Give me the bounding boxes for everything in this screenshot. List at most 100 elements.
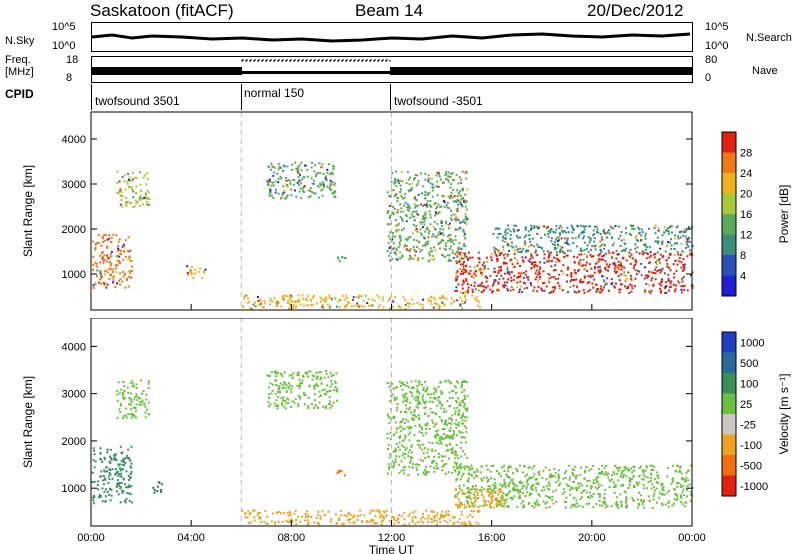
echo-cell <box>675 470 678 473</box>
echo-cell <box>399 203 402 206</box>
echo-cell <box>422 185 425 188</box>
echo-cell <box>428 210 431 213</box>
echo-cell <box>454 252 456 255</box>
echo-cell <box>153 491 156 494</box>
echo-cell <box>566 242 569 245</box>
echo-cell <box>128 185 131 188</box>
echo-cell <box>464 193 467 196</box>
echo-cell <box>455 380 458 383</box>
echo-cell <box>511 241 513 244</box>
echo-cell <box>398 448 401 451</box>
echo-cell <box>397 181 400 184</box>
echo-cell <box>458 487 461 490</box>
echo-cell <box>536 273 539 276</box>
echo-cell <box>597 486 600 488</box>
echo-cell <box>268 393 271 396</box>
echo-cell <box>514 484 516 487</box>
echo-cell <box>117 255 119 257</box>
echo-cell <box>511 478 514 481</box>
echo-cell <box>129 493 132 496</box>
echo-cell <box>413 408 416 411</box>
echo-cell <box>543 257 546 260</box>
echo-cell <box>302 392 305 394</box>
echo-cell <box>250 521 253 524</box>
echo-cell <box>414 424 417 427</box>
echo-cell <box>490 465 493 467</box>
echo-cell <box>127 236 130 239</box>
echo-cell <box>450 219 453 222</box>
echo-cell <box>418 464 421 467</box>
echo-cell <box>451 252 454 255</box>
echo-cell <box>397 246 400 249</box>
echo-cell <box>615 270 618 273</box>
echo-cell <box>485 280 488 283</box>
echo-cell <box>389 400 391 403</box>
echo-cell <box>671 464 674 467</box>
echo-cell <box>547 256 550 259</box>
echo-cell <box>460 422 463 425</box>
echo-cell <box>498 483 501 486</box>
echo-cell <box>625 498 628 500</box>
echo-cell <box>494 486 497 489</box>
echo-cell <box>645 465 648 468</box>
echo-cell <box>394 193 397 196</box>
echo-cell <box>601 230 604 233</box>
echo-cell <box>551 498 554 501</box>
echo-cell <box>487 285 489 287</box>
echo-cell <box>617 469 620 472</box>
echo-cell <box>527 245 530 248</box>
echo-cell <box>565 469 568 472</box>
echo-cell <box>130 445 133 448</box>
echo-cell <box>423 447 426 450</box>
echo-cell <box>413 219 416 221</box>
colorbar-swatch <box>722 275 736 297</box>
echo-cell <box>611 251 614 254</box>
echo-cell <box>287 520 290 523</box>
echo-cell <box>419 221 422 224</box>
echo-cell <box>550 237 553 240</box>
echo-cell <box>139 183 142 186</box>
echo-cell <box>128 499 131 502</box>
echo-cell <box>408 465 411 468</box>
echo-cell <box>449 430 452 433</box>
echo-cell <box>548 231 551 234</box>
echo-cell <box>532 475 535 478</box>
echo-cell <box>93 466 96 469</box>
echo-cell <box>115 472 118 475</box>
echo-cell <box>113 458 116 461</box>
echo-cell <box>423 244 426 247</box>
echo-cell <box>548 484 551 487</box>
echo-cell <box>284 386 287 389</box>
echo-cell <box>653 227 656 230</box>
echo-cell <box>673 254 676 257</box>
echo-cell <box>395 520 398 523</box>
echo-cell <box>416 406 419 409</box>
echo-cell <box>147 191 150 194</box>
echo-cell <box>545 506 548 509</box>
echo-cell <box>440 205 443 208</box>
echo-cell <box>464 441 467 444</box>
echo-cell <box>313 521 315 524</box>
echo-cell <box>588 496 591 499</box>
echo-cell <box>323 388 326 391</box>
echo-cell <box>319 296 322 299</box>
echo-cell <box>516 276 519 279</box>
echo-cell <box>418 247 421 250</box>
echo-cell <box>445 248 447 251</box>
echo-cell <box>576 256 579 259</box>
echo-cell <box>589 237 592 240</box>
echo-cell <box>302 375 305 378</box>
echo-cell <box>410 426 413 429</box>
echo-cell <box>465 523 468 526</box>
echo-cell <box>409 406 411 409</box>
echo-cell <box>543 253 546 256</box>
echo-cell <box>118 191 120 194</box>
echo-cell <box>464 252 467 255</box>
echo-cell <box>139 199 142 202</box>
echo-cell <box>415 416 418 419</box>
echo-cell <box>415 204 418 207</box>
echo-cell <box>439 400 442 403</box>
echo-cell <box>655 240 658 243</box>
echo-cell <box>458 430 461 433</box>
echo-cell <box>530 284 533 287</box>
